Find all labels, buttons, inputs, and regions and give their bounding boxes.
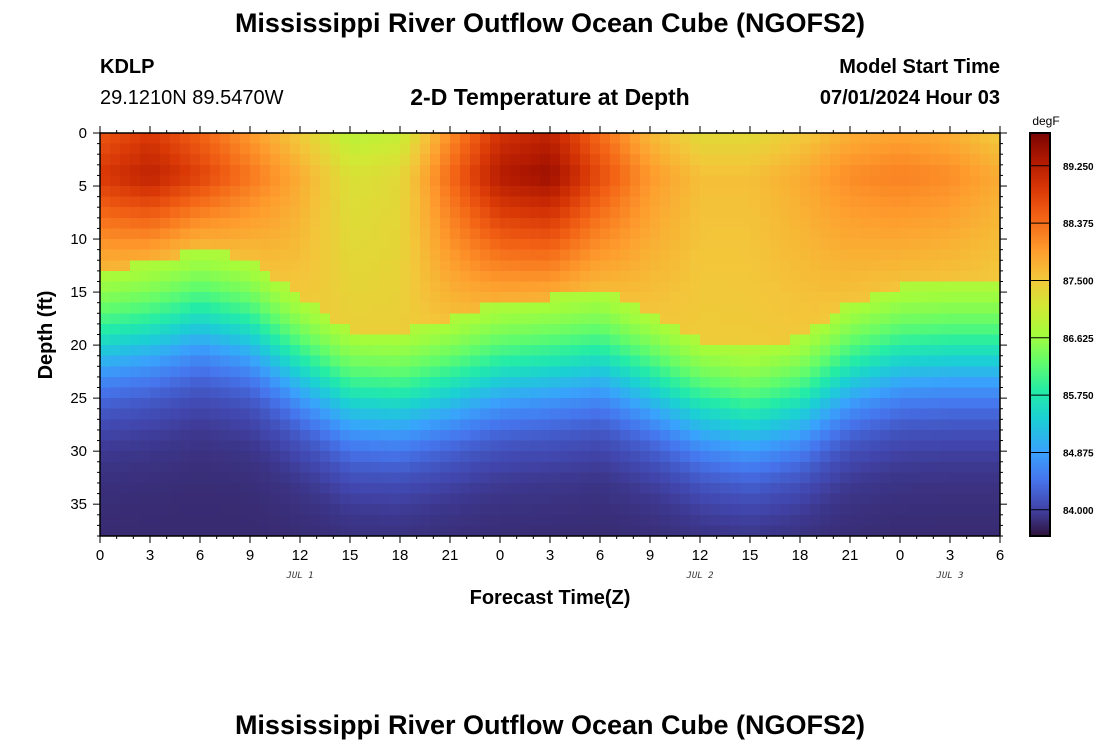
x-tick-label: 9 xyxy=(646,547,654,564)
x-tick-label: 0 xyxy=(96,547,104,564)
colorbar-tick-label: 87.500 xyxy=(1063,276,1094,287)
x-tick-label: 15 xyxy=(742,547,759,564)
y-tick-label: 5 xyxy=(79,178,87,195)
colorbar-tick-label: 84.875 xyxy=(1063,448,1094,459)
x-tick-label: 15 xyxy=(342,547,359,564)
colorbar-unit: degF xyxy=(1032,114,1059,128)
y-tick-label: 10 xyxy=(70,231,87,248)
x-tick-label: 3 xyxy=(546,547,554,564)
y-tick-label: 0 xyxy=(79,125,87,142)
colorbar-tick-label: 85.750 xyxy=(1063,391,1094,402)
x-tick-label: 6 xyxy=(996,547,1004,564)
x-tick-label: 6 xyxy=(196,547,204,564)
axes: 0 3 6 9 12 15 18 21 0 3 6 9 12 15 18 21 0 3 6 JUL 1 JUL 2 JUL… xyxy=(70,125,1007,581)
colorbar-tick-label: 88.375 xyxy=(1063,219,1094,230)
colorbar-tick-label: 89.250 xyxy=(1063,162,1094,173)
date-label: JUL 3 xyxy=(935,571,963,581)
x-tick-label: 6 xyxy=(596,547,604,564)
x-tick-label: 3 xyxy=(146,547,154,564)
y-tick-label: 25 xyxy=(70,390,87,407)
x-tick-label: 0 xyxy=(496,547,504,564)
chart-title: 2-D Temperature at Depth xyxy=(410,84,690,110)
x-tick-label: 18 xyxy=(792,547,809,564)
x-axis-label: Forecast Time(Z) xyxy=(470,587,631,609)
date-label: JUL 2 xyxy=(685,571,713,581)
x-tick-label: 21 xyxy=(442,547,459,564)
model-start-time: 07/01/2024 Hour 03 xyxy=(819,87,1000,109)
x-tick-label: 12 xyxy=(692,547,709,564)
date-label: JUL 1 xyxy=(285,571,313,581)
colorbar-tick-label: 86.625 xyxy=(1063,334,1094,345)
heatmap-image xyxy=(100,133,1000,536)
colorbar xyxy=(1029,132,1051,537)
colorbar-tick-label: 84.000 xyxy=(1063,506,1094,517)
x-tick-label: 12 xyxy=(292,547,309,564)
y-axis-label: Depth (ft) xyxy=(35,291,57,380)
y-tick-label: 30 xyxy=(70,443,87,460)
colorbar-ticks: 89.250 88.375 87.500 86.625 85.750 84.875 84.0… xyxy=(1030,162,1094,517)
model-start-label: Model Start Time xyxy=(839,56,1000,78)
station-coords: 29.1210N 89.5470W xyxy=(100,87,284,109)
y-tick-label: 35 xyxy=(70,496,87,513)
page-title-repeat: Mississippi River Outflow Ocean Cube (NG… xyxy=(234,710,866,740)
y-tick-label: 15 xyxy=(70,284,87,301)
x-tick-label: 0 xyxy=(896,547,904,564)
x-tick-label: 9 xyxy=(246,547,254,564)
x-tick-label: 21 xyxy=(842,547,859,564)
station-id: KDLP xyxy=(100,56,155,78)
y-tick-label: 20 xyxy=(70,337,87,354)
x-tick-label: 18 xyxy=(392,547,409,564)
page-title: Mississippi River Outflow Ocean Cube (NG… xyxy=(234,8,866,38)
x-tick-label: 3 xyxy=(946,547,954,564)
